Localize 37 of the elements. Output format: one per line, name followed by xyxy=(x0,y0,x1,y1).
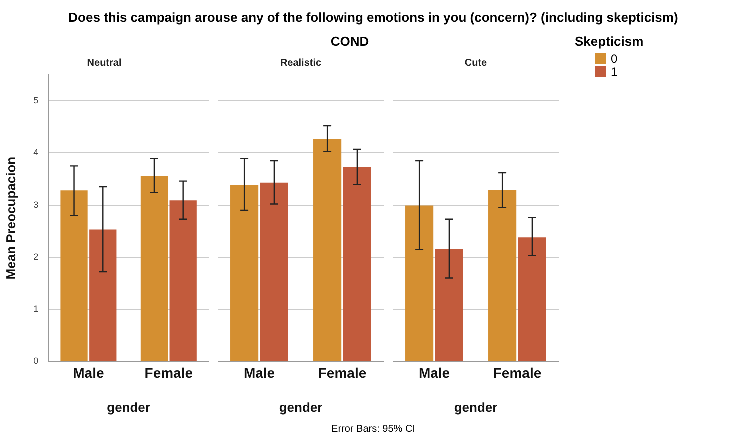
x-tick-label: Male xyxy=(244,364,276,381)
x-tick-label: Male xyxy=(73,364,104,381)
legend-label: 1 xyxy=(611,64,618,78)
bar xyxy=(60,190,88,362)
x-tick-label: Female xyxy=(318,364,367,381)
x-tick-label: Female xyxy=(493,364,542,381)
bar xyxy=(170,200,197,362)
x-tick-label: Male xyxy=(418,364,450,381)
text: Realistic xyxy=(280,58,322,69)
bar xyxy=(435,249,464,362)
bar xyxy=(90,230,117,362)
x-tick-label: Female xyxy=(144,364,194,381)
y-tick-label: 2 xyxy=(34,252,39,262)
bar xyxy=(314,139,342,362)
x-axis-title: gender xyxy=(107,400,150,415)
x-axis-title: gender xyxy=(454,400,498,415)
legend-title: Skepticism xyxy=(575,34,644,49)
bar xyxy=(488,190,517,362)
bar xyxy=(260,182,288,362)
y-tick-label: 4 xyxy=(34,148,39,158)
y-axis-title: Mean Preocupacion xyxy=(3,156,18,280)
y-tick-label: 1 xyxy=(34,304,39,314)
y-tick-label: 3 xyxy=(34,200,39,210)
bar xyxy=(343,167,372,362)
text: Error Bars: 95% CI xyxy=(330,424,416,435)
legend-label: 0 xyxy=(611,52,618,66)
text: Cute xyxy=(464,58,488,69)
text: Does this campaign arouse any of the following emotions in you (concern)? (including skepticism) xyxy=(68,10,680,25)
y-tick-label: 0 xyxy=(34,356,39,366)
text: Neutral xyxy=(87,58,122,69)
y-tick-label: 5 xyxy=(34,96,39,106)
bar xyxy=(140,176,168,362)
bar xyxy=(406,206,434,362)
x-axis-title: gender xyxy=(279,400,323,415)
bar xyxy=(230,184,259,362)
bar xyxy=(518,238,546,362)
chart-subtitle: COND xyxy=(330,34,370,49)
